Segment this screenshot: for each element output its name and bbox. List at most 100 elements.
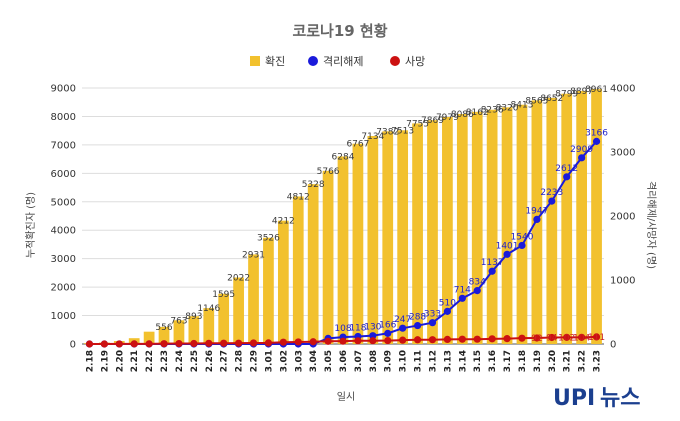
release-point: [518, 241, 526, 250]
bar-data-label: 6284: [332, 152, 355, 162]
x-tick-label: 3.19: [533, 350, 543, 372]
bar-series-confirmed: [84, 89, 602, 344]
death-point: [354, 337, 362, 345]
bar-data-label: 8320: [496, 103, 519, 113]
x-tick-label: 3.05: [324, 350, 334, 372]
bar: [456, 113, 468, 344]
bar-data-label: 7869: [421, 116, 444, 126]
x-tick-label: 2.21: [130, 350, 140, 372]
release-data-label: 2233: [540, 188, 563, 198]
release-data-label: 333: [424, 310, 441, 320]
death-point: [264, 339, 273, 347]
death-point: [563, 333, 571, 341]
x-tick-label: 2.22: [145, 350, 155, 372]
y2-tick-label: 4000: [610, 84, 635, 95]
release-point: [563, 173, 571, 181]
release-data-label: 247: [394, 315, 411, 325]
death-point: [533, 334, 541, 342]
x-tick-label: 3.07: [354, 350, 364, 372]
release-data-label: 1947: [525, 206, 548, 216]
death-point: [130, 340, 138, 348]
death-point: [145, 340, 153, 348]
death-point: [85, 340, 94, 348]
x-tick-label: 3.08: [369, 350, 379, 372]
legend-swatch: [250, 56, 260, 66]
bar: [442, 117, 453, 344]
y-tick-label: 7000: [51, 140, 76, 151]
release-point: [428, 319, 437, 327]
bar-data-label: 7382: [376, 127, 399, 137]
x-tick-label: 3.23: [593, 350, 603, 372]
bar-data-label: 8799: [555, 90, 578, 100]
x-tick-label: 3.21: [563, 350, 573, 372]
release-data-label: 118: [349, 323, 366, 333]
release-data-label: 714: [454, 285, 471, 295]
death-point: [548, 333, 556, 342]
x-axis-title: 일시: [337, 391, 355, 403]
death-point: [428, 336, 437, 344]
bar-data-label: 6767: [346, 140, 369, 150]
x-tick-label: 3.12: [428, 350, 438, 372]
death-point: [115, 340, 123, 348]
bar-data-label: 8652: [540, 94, 563, 104]
x-tick-label: 3.13: [443, 350, 453, 372]
bar: [277, 220, 289, 344]
release-point: [533, 215, 541, 223]
bar-data-label: 763: [170, 316, 187, 326]
death-point: [443, 335, 451, 343]
upi-news-logo: UPI 뉴스: [553, 386, 640, 411]
x-tick-label: 2.26: [205, 350, 215, 372]
death-point: [399, 336, 407, 344]
x-tick-label: 3.22: [578, 350, 588, 372]
y-tick-label: 0: [70, 340, 76, 351]
bar: [561, 93, 573, 344]
death-point: [205, 339, 213, 347]
bar-data-label: 7134: [361, 132, 384, 142]
release-point: [488, 267, 496, 275]
bar-data-label: 5766: [317, 167, 340, 177]
release-data-label: 130: [364, 323, 381, 333]
legend-swatch: [390, 56, 400, 66]
death-point: [488, 335, 496, 343]
bar: [143, 331, 155, 344]
death-point: [220, 339, 228, 347]
death-point: [369, 337, 377, 345]
death-point: [160, 340, 168, 348]
death-point: [458, 335, 466, 343]
release-point: [592, 137, 601, 145]
x-tick-label: 3.04: [309, 350, 319, 372]
y-tick-label: 8000: [51, 112, 76, 123]
bar-data-label: 7513: [391, 126, 414, 136]
bar-data-label: 7755: [406, 119, 429, 129]
x-tick-label: 2.18: [85, 350, 95, 372]
death-point: [413, 336, 422, 344]
bar: [471, 111, 483, 344]
bar-data-label: 8961: [585, 85, 608, 95]
bar: [218, 293, 230, 344]
y-tick-label: 4000: [51, 226, 76, 237]
death-point: [294, 338, 302, 346]
death-point: [592, 333, 601, 341]
bar-data-label: 2022: [227, 274, 250, 284]
x-tick-label: 3.15: [473, 350, 483, 372]
death-point: [503, 335, 511, 343]
bar: [516, 104, 528, 344]
x-tick-label: 3.16: [488, 350, 498, 372]
y2-tick-label: 0: [610, 340, 616, 351]
logo-news-text: 뉴스: [600, 386, 640, 411]
x-axis: 2.18 2.19 2.20 2.21 2.22 2.23 2.24 2.25 2.26 2.27…: [85, 350, 602, 372]
release-point: [413, 321, 422, 330]
bar-data-label: 8413: [511, 101, 534, 111]
bar: [263, 237, 274, 344]
bar: [576, 90, 587, 344]
bar: [352, 143, 364, 344]
release-data-label: 2909: [570, 145, 593, 155]
release-data-label: 166: [379, 320, 396, 330]
release-data-label: 1540: [511, 232, 534, 242]
y2-tick-label: 1000: [610, 276, 635, 287]
x-tick-label: 3.17: [503, 350, 513, 372]
bar: [427, 120, 438, 344]
